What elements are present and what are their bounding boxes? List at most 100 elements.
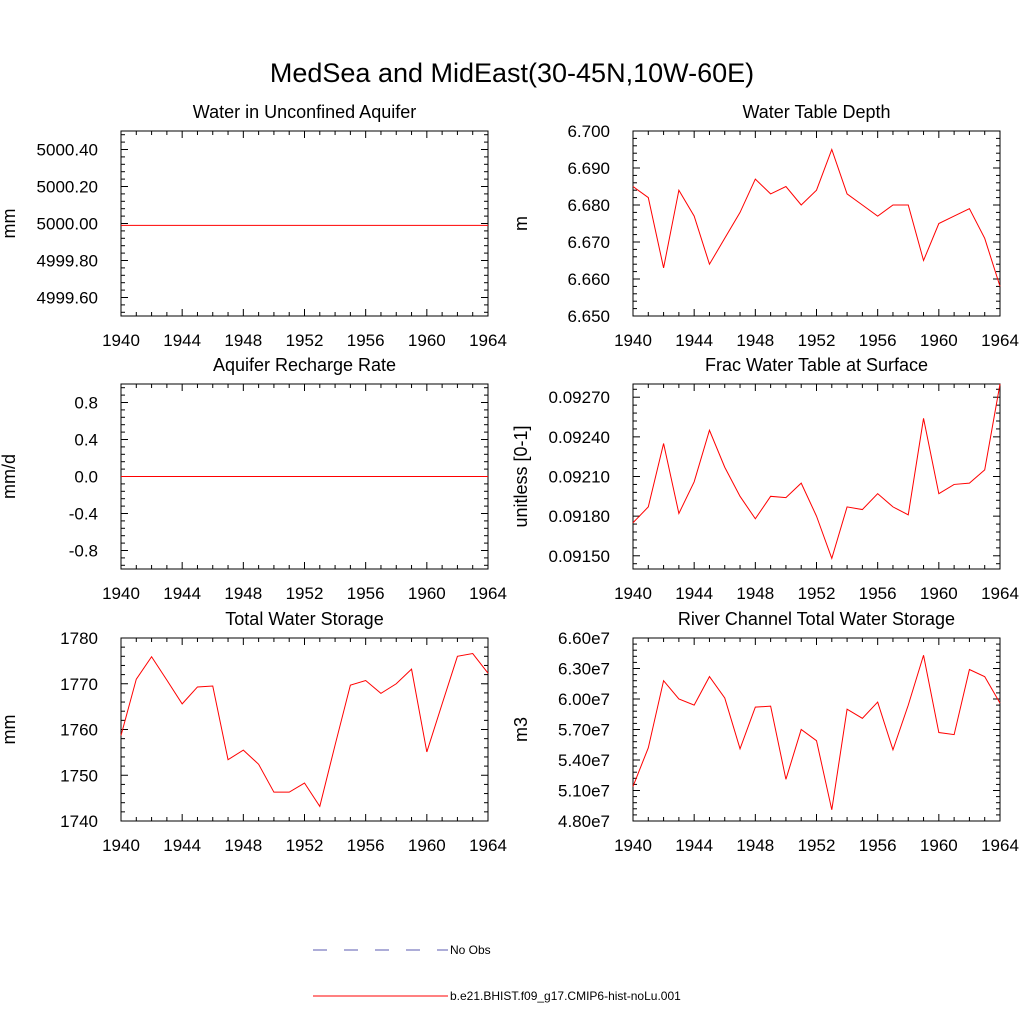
x-tick-label: 1944: [675, 836, 713, 855]
x-tick-label: 1960: [920, 331, 958, 350]
y-tick-label: 6.00e7: [558, 690, 610, 709]
y-axis-label: mm/d: [0, 454, 19, 499]
y-tick-label: 5.70e7: [558, 721, 610, 740]
x-tick-label: 1964: [981, 331, 1019, 350]
x-tick-label: 1964: [469, 836, 507, 855]
y-tick-label: 6.650: [567, 307, 610, 326]
panel-title: Water in Unconfined Aquifer: [193, 102, 416, 122]
legend: No Obs b.e21.BHIST.f09_g17.CMIP6-hist-no…: [313, 943, 681, 1003]
x-tick-label: 1952: [798, 584, 836, 603]
y-tick-label: 1770: [60, 675, 98, 694]
y-tick-label: 5.40e7: [558, 751, 610, 770]
figure-title: MedSea and MidEast(30-45N,10W-60E): [270, 58, 754, 88]
y-tick-label: 0.0: [74, 468, 98, 487]
chart-panel-2: Water Table Depth m 1940 1944 1948 1952 1956 19…: [511, 102, 1019, 350]
x-tick-label: 1944: [675, 584, 713, 603]
y-tick-label: 6.700: [567, 122, 610, 141]
y-tick-label: 6.690: [567, 159, 610, 178]
x-tick-label: 1960: [408, 584, 446, 603]
x-tick-label: 1956: [859, 836, 897, 855]
series-line-1: [120, 653, 489, 808]
y-tick-label: 6.660: [567, 270, 610, 289]
y-tick-label: 4.80e7: [558, 812, 610, 831]
x-tick-label: 1940: [102, 331, 140, 350]
x-tick-label: 1960: [408, 836, 446, 855]
chart-panel-6: River Channel Total Water Storage m3 1940 1…: [511, 609, 1019, 855]
x-tick-label: 1964: [469, 584, 507, 603]
x-tick-label: 1964: [981, 836, 1019, 855]
x-tick-label: 1956: [347, 331, 385, 350]
x-tick-label: 1944: [163, 584, 201, 603]
x-tick-label: 1956: [859, 584, 897, 603]
x-tick-label: 1948: [736, 584, 774, 603]
y-axis-label: mm: [0, 209, 19, 239]
panel-title: Water Table Depth: [742, 102, 890, 122]
plot-frame: [120, 130, 489, 317]
y-tick-label: 0.4: [74, 431, 98, 450]
x-tick-label: 1940: [614, 836, 652, 855]
x-tick-label: 1948: [224, 836, 262, 855]
panel-title: River Channel Total Water Storage: [678, 609, 955, 629]
y-tick-label: 6.30e7: [558, 660, 610, 679]
y-tick-label: 1780: [60, 629, 98, 648]
x-tick-label: 1960: [920, 584, 958, 603]
x-tick-label: 1956: [347, 584, 385, 603]
y-tick-label: 6.60e7: [558, 629, 610, 648]
x-tick-label: 1948: [224, 331, 262, 350]
panel-title: Aquifer Recharge Rate: [213, 355, 396, 375]
chart-panels: Water in Unconfined Aquifer mm 1940 1944 194…: [0, 102, 1019, 855]
y-axis-label: m3: [511, 717, 531, 742]
y-tick-label: 0.8: [74, 394, 98, 413]
y-tick-label: 5000.20: [37, 178, 98, 197]
y-tick-label: 1760: [60, 721, 98, 740]
plot-frame: [120, 637, 489, 822]
x-tick-label: 1964: [981, 584, 1019, 603]
panel-title: Total Water Storage: [225, 609, 383, 629]
panel-title: Frac Water Table at Surface: [705, 355, 928, 375]
y-tick-label: 0.09240: [549, 428, 610, 447]
x-tick-label: 1940: [102, 836, 140, 855]
series-line-1: [632, 148, 1001, 287]
chart-panel-4: Frac Water Table at Surface unitless [0-1…: [511, 355, 1019, 603]
y-tick-label: 5000.40: [37, 141, 98, 160]
y-axis-label: m: [511, 216, 531, 231]
x-tick-label: 1940: [614, 584, 652, 603]
x-tick-label: 1944: [675, 331, 713, 350]
y-tick-label: -0.8: [69, 542, 98, 561]
series-line-1: [632, 655, 1001, 810]
y-tick-label: -0.4: [69, 505, 98, 524]
x-tick-label: 1952: [286, 331, 324, 350]
chart-panel-3: Aquifer Recharge Rate mm/d 1940 1944 1948 195…: [0, 355, 507, 603]
y-tick-label: 5000.00: [37, 215, 98, 234]
x-tick-label: 1964: [469, 331, 507, 350]
y-tick-label: 1750: [60, 766, 98, 785]
x-tick-label: 1956: [347, 836, 385, 855]
legend-label-no-obs: No Obs: [450, 943, 491, 957]
chart-panel-1: Water in Unconfined Aquifer mm 1940 1944 194…: [0, 102, 507, 350]
x-tick-label: 1960: [408, 331, 446, 350]
y-tick-label: 1740: [60, 812, 98, 831]
chart-panel-5: Total Water Storage mm 1940 1944 1948 1952 195…: [0, 609, 507, 855]
x-tick-label: 1944: [163, 331, 201, 350]
series-line-1: [632, 383, 1001, 561]
x-tick-label: 1940: [102, 584, 140, 603]
x-tick-label: 1944: [163, 836, 201, 855]
y-tick-label: 6.670: [567, 233, 610, 252]
y-axis-label: unitless [0-1]: [511, 425, 531, 527]
y-tick-label: 0.09210: [549, 468, 610, 487]
y-tick-label: 6.680: [567, 196, 610, 215]
x-tick-label: 1952: [798, 836, 836, 855]
y-tick-label: 4999.80: [37, 252, 98, 271]
plot-frame: [632, 637, 1001, 822]
x-tick-label: 1948: [224, 584, 262, 603]
x-tick-label: 1952: [798, 331, 836, 350]
y-axis-label: mm: [0, 715, 19, 745]
x-tick-label: 1960: [920, 836, 958, 855]
x-tick-label: 1952: [286, 584, 324, 603]
y-tick-label: 4999.60: [37, 289, 98, 308]
plot-frame: [632, 383, 1001, 570]
y-tick-label: 0.09270: [549, 388, 610, 407]
y-tick-label: 0.09150: [549, 547, 610, 566]
plot-frame: [632, 130, 1001, 317]
